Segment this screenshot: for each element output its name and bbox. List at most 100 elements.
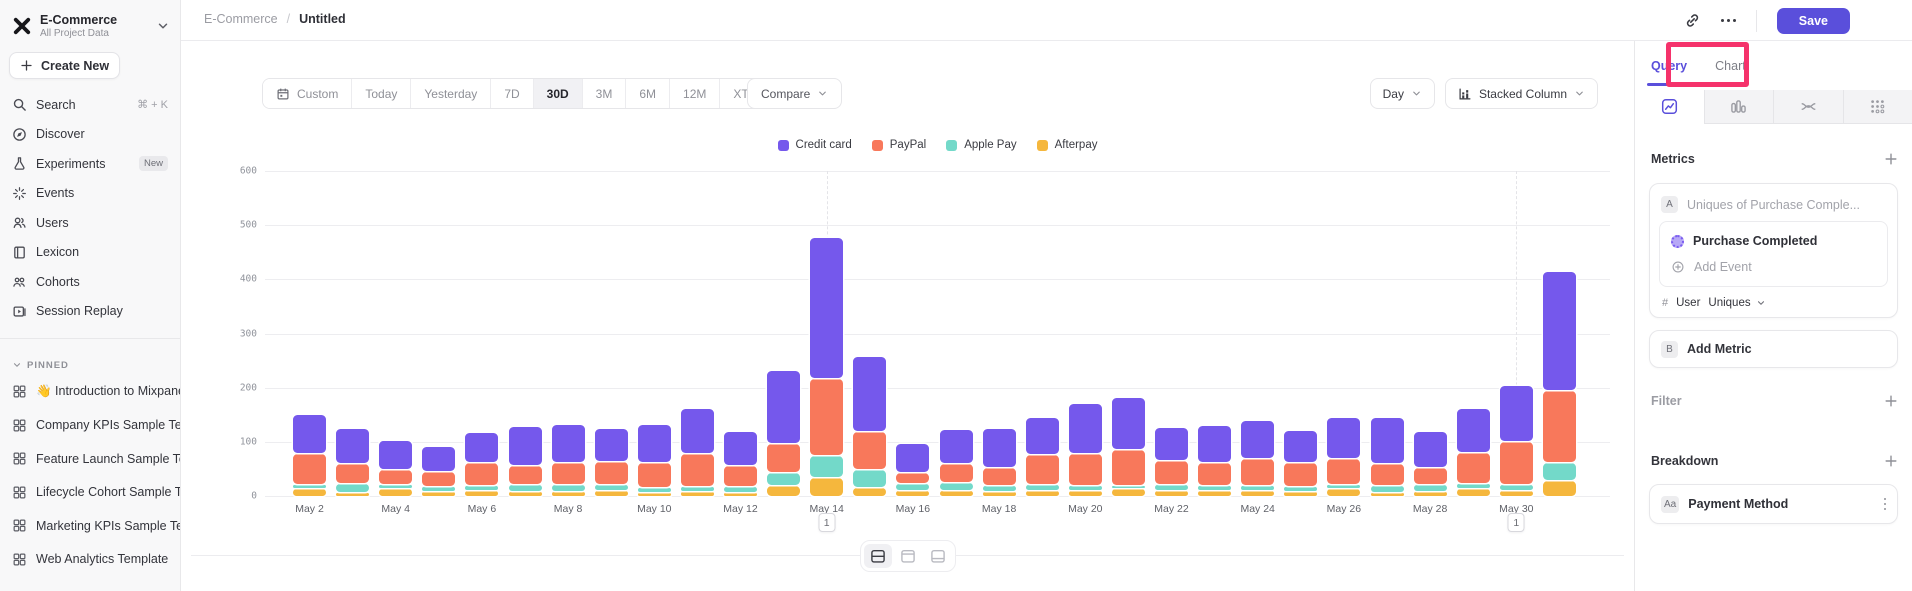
annotation-badge[interactable]: 1 <box>818 513 836 532</box>
bar-segment-paypal[interactable] <box>465 462 499 486</box>
bar-segment-apple-pay[interactable] <box>551 484 585 491</box>
bar-segment-credit-card[interactable] <box>1327 417 1361 459</box>
pinned-board-item[interactable]: Feature Launch Sample Templa <box>0 442 180 476</box>
annotation-badge[interactable]: 1 <box>1507 513 1525 532</box>
bar-segment-apple-pay[interactable] <box>1068 486 1102 490</box>
bar-segment-afterpay[interactable] <box>724 492 757 496</box>
bar-segment-afterpay[interactable] <box>680 491 714 496</box>
layout-split-toggle[interactable] <box>863 544 892 568</box>
bar-segment-apple-pay[interactable] <box>810 456 844 478</box>
bar-segment-apple-pay[interactable] <box>1456 484 1490 489</box>
bar-segment-apple-pay[interactable] <box>637 487 671 493</box>
bar-segment-apple-pay[interactable] <box>1241 486 1275 490</box>
bar-segment-apple-pay[interactable] <box>1025 485 1059 490</box>
bar-segment-apple-pay[interactable] <box>1284 487 1318 491</box>
bar-segment-afterpay[interactable] <box>853 487 887 496</box>
bar-segment-apple-pay[interactable] <box>680 487 714 491</box>
add-metric-plus-icon[interactable] <box>1884 152 1898 166</box>
bar-segment-afterpay[interactable] <box>810 478 844 496</box>
bar-segment-afterpay[interactable] <box>1370 492 1404 496</box>
bar-segment-credit-card[interactable] <box>1068 404 1102 454</box>
tab-chart[interactable]: Chart <box>1715 58 1746 73</box>
add-breakdown-plus-icon[interactable] <box>1884 454 1898 468</box>
bar-segment-paypal[interactable] <box>1456 453 1490 483</box>
bar-segment-credit-card[interactable] <box>1241 421 1275 459</box>
pinned-board-item[interactable]: Lifecycle Cohort Sample Temp <box>0 476 180 510</box>
range-yesterday[interactable]: Yesterday <box>410 79 491 108</box>
bar-segment-paypal[interactable] <box>1111 450 1145 486</box>
report-type-retention[interactable] <box>1842 90 1912 123</box>
bar-segment-afterpay[interactable] <box>551 491 585 496</box>
bar-segment-paypal[interactable] <box>680 453 714 487</box>
bar-segment-apple-pay[interactable] <box>1413 485 1447 491</box>
bar-segment-credit-card[interactable] <box>982 429 1016 468</box>
bar-segment-afterpay[interactable] <box>637 493 671 496</box>
chart-type-dropdown[interactable]: Stacked Column <box>1444 78 1598 109</box>
bar-segment-credit-card[interactable] <box>637 424 671 462</box>
range-custom[interactable]: Custom <box>263 79 352 108</box>
report-type-insights[interactable] <box>1635 90 1704 124</box>
bar-segment-apple-pay[interactable] <box>293 484 326 488</box>
bar-segment-afterpay[interactable] <box>1241 490 1275 496</box>
bar-segment-credit-card[interactable] <box>939 430 973 463</box>
breakdown-card[interactable]: Aa Payment Method <box>1649 484 1898 524</box>
legend-item[interactable]: Apple Pay <box>946 139 1017 151</box>
bar-segment-paypal[interactable] <box>422 471 456 486</box>
bar-segment-credit-card[interactable] <box>422 447 456 471</box>
bar-segment-afterpay[interactable] <box>896 490 930 496</box>
bar-segment-apple-pay[interactable] <box>1155 485 1188 490</box>
bar-segment-paypal[interactable] <box>810 379 844 456</box>
sidebar-item-search[interactable]: Search ⌘ + K <box>0 90 180 120</box>
range-6m[interactable]: 6M <box>625 79 670 108</box>
bar-segment-apple-pay[interactable] <box>1542 462 1576 480</box>
bar-segment-apple-pay[interactable] <box>1111 486 1145 489</box>
more-options-icon[interactable] <box>1720 19 1736 22</box>
metric-a-summary-row[interactable]: A Uniques of Purchase Comple... <box>1650 184 1897 213</box>
bar-segment-credit-card[interactable] <box>594 429 628 462</box>
bar-segment-afterpay[interactable] <box>1068 490 1102 496</box>
bar-segment-apple-pay[interactable] <box>982 486 1016 491</box>
bar-segment-apple-pay[interactable] <box>767 473 801 486</box>
bar-segment-paypal[interactable] <box>1499 441 1533 485</box>
bar-segment-paypal[interactable] <box>1068 454 1102 486</box>
sidebar-item-experiments[interactable]: Experiments New <box>0 149 180 179</box>
bar-segment-afterpay[interactable] <box>594 490 628 496</box>
pinned-board-item[interactable]: 👋 Introduction to Mixpanel Bo <box>0 375 180 409</box>
bar-segment-afterpay[interactable] <box>1542 480 1576 496</box>
bar-segment-credit-card[interactable] <box>724 432 757 465</box>
bar-segment-credit-card[interactable] <box>1499 385 1533 441</box>
report-type-flows[interactable] <box>1773 90 1843 123</box>
bar-segment-credit-card[interactable] <box>465 433 499 462</box>
bar-segment-paypal[interactable] <box>1198 462 1232 486</box>
bar-segment-paypal[interactable] <box>637 462 671 487</box>
bar-segment-credit-card[interactable] <box>508 426 542 465</box>
bar-segment-credit-card[interactable] <box>1542 271 1576 391</box>
save-button[interactable]: Save <box>1776 7 1850 34</box>
bar-segment-afterpay[interactable] <box>1111 489 1145 496</box>
bar-segment-paypal[interactable] <box>1025 455 1059 485</box>
bar-segment-credit-card[interactable] <box>767 371 801 444</box>
bar-segment-apple-pay[interactable] <box>594 485 628 490</box>
bar-segment-credit-card[interactable] <box>1111 398 1145 450</box>
layout-top-toggle[interactable] <box>894 544 922 568</box>
bar-segment-credit-card[interactable] <box>551 424 585 462</box>
bar-segment-afterpay[interactable] <box>465 490 499 496</box>
report-type-funnels[interactable] <box>1703 90 1774 123</box>
bar-segment-credit-card[interactable] <box>1456 409 1490 453</box>
bar-segment-afterpay[interactable] <box>1327 489 1361 496</box>
measure-selector[interactable]: Uniques <box>1708 297 1765 309</box>
bar-segment-paypal[interactable] <box>379 469 413 485</box>
bar-segment-credit-card[interactable] <box>293 414 326 453</box>
bar-segment-credit-card[interactable] <box>1370 417 1404 463</box>
legend-item[interactable]: Credit card <box>777 139 852 151</box>
bar-segment-credit-card[interactable] <box>1198 426 1232 462</box>
sidebar-item-discover[interactable]: Discover <box>0 120 180 150</box>
bar-segment-apple-pay[interactable] <box>1499 485 1533 490</box>
legend-item[interactable]: PayPal <box>871 139 926 151</box>
bar-segment-afterpay[interactable] <box>1155 490 1188 496</box>
measure-row[interactable]: # User Uniques <box>1650 287 1897 309</box>
bar-segment-apple-pay[interactable] <box>379 485 413 489</box>
bar-segment-paypal[interactable] <box>336 463 370 483</box>
bar-segment-apple-pay[interactable] <box>896 484 930 490</box>
bar-segment-paypal[interactable] <box>594 462 628 485</box>
